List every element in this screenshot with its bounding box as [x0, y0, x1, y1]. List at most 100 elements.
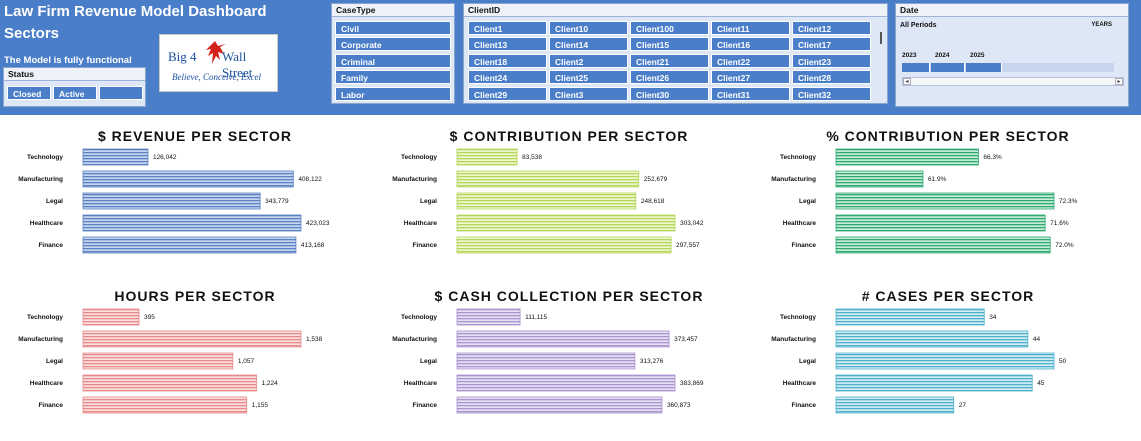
client-client100-button[interactable]: Client100	[630, 21, 709, 35]
client-client21-button[interactable]: Client21	[630, 54, 709, 68]
timeline-scrollbar[interactable]: ◂ ▸	[902, 77, 1124, 86]
data-label: 297,557	[676, 242, 700, 249]
bar-manufacturing[interactable]	[456, 330, 670, 348]
client-client15-button[interactable]: Client15	[630, 37, 709, 51]
clientid-scrollbar[interactable]	[878, 20, 884, 102]
bar-manufacturing[interactable]	[835, 330, 1029, 348]
client-client11-button[interactable]: Client11	[711, 21, 790, 35]
timeline-2024-segment[interactable]	[931, 63, 965, 72]
client-client29-button[interactable]: Client29	[468, 87, 547, 101]
client-client18-button[interactable]: Client18	[468, 54, 547, 68]
client-client13-button[interactable]: Client13	[468, 37, 547, 51]
bar-legal[interactable]	[835, 352, 1055, 370]
timeline-bar[interactable]	[902, 63, 1114, 72]
client-client22-button[interactable]: Client22	[711, 54, 790, 68]
client-client26-button[interactable]: Client26	[630, 70, 709, 84]
year-2023-label: 2023	[902, 52, 917, 59]
category-label: Manufacturing	[18, 336, 63, 343]
bar-technology[interactable]	[835, 308, 985, 326]
client-client31-button[interactable]: Client31	[711, 87, 790, 101]
bar-technology[interactable]	[82, 148, 149, 166]
bar-legal[interactable]	[835, 192, 1055, 210]
status-closed-button[interactable]: Closed	[7, 86, 51, 100]
data-label: 61.9%	[928, 176, 947, 183]
logo-tagline: Believe, Conceive, Excel	[172, 72, 261, 82]
client-client12-button[interactable]: Client12	[792, 21, 871, 35]
bar-healthcare[interactable]	[82, 374, 257, 392]
time-level-dropdown[interactable]: YEARS	[1091, 22, 1112, 28]
category-label: Legal	[799, 358, 816, 365]
bar-technology[interactable]	[456, 148, 518, 166]
bar-manufacturing[interactable]	[835, 170, 924, 188]
timeline-2025-segment[interactable]	[966, 63, 1002, 72]
status-active-button[interactable]: Active	[53, 86, 97, 100]
functional-note: The Model is fully functional	[4, 55, 132, 66]
bar-finance[interactable]	[835, 236, 1051, 254]
bar-legal[interactable]	[82, 192, 261, 210]
client-client28-button[interactable]: Client28	[792, 70, 871, 84]
casetype-family-button[interactable]: Family	[335, 70, 451, 84]
client-client14-button[interactable]: Client14	[549, 37, 628, 51]
bar-legal[interactable]	[456, 352, 636, 370]
bar-technology[interactable]	[456, 308, 521, 326]
data-label: 413,168	[301, 242, 325, 249]
bar-finance[interactable]	[82, 396, 248, 414]
data-label: 71.6%	[1050, 220, 1069, 227]
client-client16-button[interactable]: Client16	[711, 37, 790, 51]
casetype-corporate-button[interactable]: Corporate	[335, 37, 451, 51]
bar-technology[interactable]	[835, 148, 979, 166]
client-client32-button[interactable]: Client32	[792, 87, 871, 101]
bar-manufacturing[interactable]	[456, 170, 640, 188]
client-client3-button[interactable]: Client3	[549, 87, 628, 101]
status-blank-button[interactable]	[99, 86, 143, 100]
casetype-criminal-button[interactable]: Criminal	[335, 54, 451, 68]
revenue-bar-chart: Technology 126,042 Manufacturing 408,122 Leg…	[18, 148, 330, 254]
bar-healthcare[interactable]	[82, 214, 302, 232]
bar-finance[interactable]	[82, 236, 297, 254]
category-label: Healthcare	[783, 380, 817, 387]
client-client30-button[interactable]: Client30	[630, 87, 709, 101]
category-label: Legal	[46, 198, 63, 205]
data-label: 1,538	[306, 336, 323, 343]
category-label: Legal	[420, 198, 437, 205]
logo-right-text: Wall Street	[222, 49, 253, 80]
bar-manufacturing[interactable]	[82, 170, 294, 188]
bar-healthcare[interactable]	[835, 374, 1033, 392]
scroll-left-icon[interactable]: ◂	[903, 78, 911, 85]
client-client25-button[interactable]: Client25	[549, 70, 628, 84]
clientid-scroll-thumb[interactable]	[880, 32, 882, 44]
client-client1-button[interactable]: Client1	[468, 21, 547, 35]
bar-healthcare[interactable]	[456, 214, 676, 232]
bar-finance[interactable]	[835, 396, 955, 414]
bar-legal[interactable]	[456, 192, 637, 210]
client-client27-button[interactable]: Client27	[711, 70, 790, 84]
bar-finance[interactable]	[456, 396, 663, 414]
data-label: 72.0%	[1055, 242, 1074, 249]
clientid-slicer: ClientID Client1 Client10 Client100 Client1…	[463, 3, 888, 104]
dashboard-header: Law Firm Revenue Model Dashboard Sectors…	[0, 0, 1141, 115]
logo-left-text: Big 4	[168, 49, 197, 64]
category-label: Finance	[791, 402, 816, 409]
casetype-civil-button[interactable]: Civil	[335, 21, 451, 35]
bar-technology[interactable]	[82, 308, 140, 326]
bar-finance[interactable]	[456, 236, 672, 254]
bar-legal[interactable]	[82, 352, 234, 370]
category-label: Finance	[38, 242, 63, 249]
hours-per-sector-chart: HOURS PER SECTOR Technology 395 Manufactur…	[10, 288, 380, 438]
date-timeline-slicer: Date All Periods YEARS 2023 2024 2025 ◂ …	[895, 3, 1129, 107]
client-client10-button[interactable]: Client10	[549, 21, 628, 35]
data-label: 45	[1037, 380, 1045, 387]
category-label: Technology	[401, 154, 437, 161]
scroll-right-icon[interactable]: ▸	[1115, 78, 1123, 85]
timeline-2023-segment[interactable]	[902, 63, 930, 72]
client-client24-button[interactable]: Client24	[468, 70, 547, 84]
bar-healthcare[interactable]	[835, 214, 1046, 232]
casetype-slicer: CaseType Civil Corporate Criminal Family…	[331, 3, 455, 104]
client-client2-button[interactable]: Client2	[549, 54, 628, 68]
bar-manufacturing[interactable]	[82, 330, 302, 348]
client-client23-button[interactable]: Client23	[792, 54, 871, 68]
casetype-labor-button[interactable]: Labor	[335, 87, 451, 101]
bar-healthcare[interactable]	[456, 374, 676, 392]
client-client17-button[interactable]: Client17	[792, 37, 871, 51]
status-slicer: Status Closed Active	[3, 67, 146, 107]
